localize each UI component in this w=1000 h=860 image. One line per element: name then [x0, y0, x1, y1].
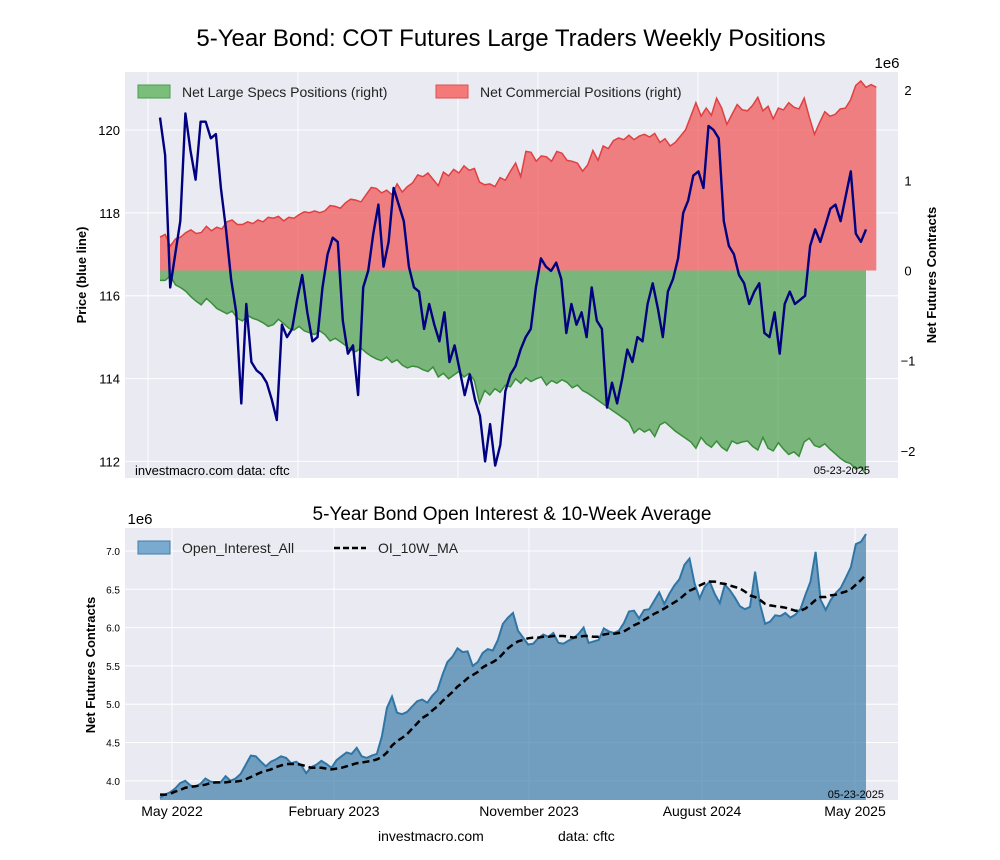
- bottom-x-tick-label: May 2022: [141, 803, 203, 819]
- open-interest-line: [159, 533, 867, 799]
- bottom-y-tick-label: 6.0: [106, 624, 120, 635]
- right-tick-label: −1: [901, 354, 916, 369]
- net-large-specs-line: [160, 274, 867, 475]
- top-left-axis-label: Price (blue line): [74, 227, 89, 324]
- top-chart-title: 5-Year Bond: COT Futures Large Traders W…: [196, 25, 825, 52]
- right-tick-label: 2: [904, 83, 911, 98]
- oi-ma-dashed-line: [160, 573, 867, 796]
- bottom-x-tick-label: February 2023: [288, 803, 379, 819]
- bottom-x-tick-label: August 2024: [663, 803, 742, 819]
- bottom-legend: Open_Interest_All OI_10W_MA: [137, 540, 459, 556]
- bottom-y-tick-label: 5.5: [106, 662, 120, 673]
- right-tick-label: −2: [901, 444, 916, 459]
- bottom-y-tick-label: 4.5: [106, 739, 120, 750]
- right-axis-multiplier: 1e6: [874, 55, 899, 72]
- net-commercial-line: [159, 79, 877, 248]
- right-tick-label: 0: [904, 263, 911, 278]
- legend-label-open-interest: Open_Interest_All: [182, 540, 294, 556]
- legend-label-ma: OI_10W_MA: [378, 540, 459, 556]
- left-tick-label: 120: [98, 123, 120, 138]
- right-tick-label: 1: [904, 173, 911, 188]
- bottom-y-tick-label: 6.5: [106, 585, 120, 596]
- top-right-axis-label: Net Futures Contracts: [924, 207, 939, 344]
- bottom-chart-title: 5-Year Bond Open Interest & 10-Week Aver…: [313, 504, 712, 525]
- footer-source: data: cftc: [558, 828, 615, 844]
- oi-moving-average-line: [160, 573, 867, 796]
- legend-label-specs: Net Large Specs Positions (right): [182, 84, 387, 100]
- left-tick-label: 116: [99, 289, 120, 304]
- bottom-y-tick-label: 4.0: [106, 777, 120, 788]
- left-tick-label: 118: [99, 206, 120, 221]
- bottom-plot-area: 4.0 4.5 5.0 5.5 6.0 6.5 7.0 May 2022 February 2…: [83, 528, 898, 819]
- legend-swatch-specs: [137, 84, 171, 99]
- top-right-axis-ticks: −2 −1 0 1 2: [901, 83, 916, 459]
- top-date-stamp: 05-23-2025: [814, 465, 870, 477]
- legend-swatch-commercial: [435, 84, 469, 99]
- bottom-y-axis-ticks: 4.0 4.5 5.0 5.5 6.0 6.5 7.0: [106, 547, 120, 788]
- top-left-axis-ticks: 112 114 116 118 120: [98, 123, 120, 469]
- price-line: [158, 112, 868, 467]
- open-interest-fill: [160, 534, 866, 800]
- bottom-x-tick-label: November 2023: [479, 803, 579, 819]
- left-tick-label: 112: [99, 454, 120, 469]
- footer-site: investmacro.com: [378, 828, 484, 844]
- bottom-date-stamp: 05-23-2025: [828, 789, 884, 801]
- top-watermark: investmacro.com data: cftc: [135, 463, 290, 478]
- open-interest-area: [159, 533, 867, 800]
- bottom-x-tick-label: May 2025: [824, 803, 886, 819]
- price-line-path: [158, 112, 868, 467]
- top-plot-area: 112 114 116 118 120 −2 −1 0 1 2 1e6 Price (blue …: [74, 55, 939, 478]
- bottom-axis-multiplier: 1e6: [127, 511, 152, 528]
- bottom-y-tick-label: 5.0: [106, 700, 120, 711]
- bottom-y-tick-label: 7.0: [106, 547, 120, 558]
- legend-label-commercial: Net Commercial Positions (right): [480, 84, 682, 100]
- top-legend: Net Large Specs Positions (right) Net Co…: [137, 84, 682, 100]
- bottom-x-axis-ticks: May 2022 February 2023 November 2023 August…: [141, 803, 886, 819]
- left-tick-label: 114: [99, 372, 120, 387]
- bottom-y-axis-label: Net Futures Contracts: [83, 597, 98, 734]
- legend-swatch-open-interest: [137, 540, 171, 555]
- net-commercial-area: [159, 79, 877, 271]
- net-commercial-fill: [160, 81, 877, 271]
